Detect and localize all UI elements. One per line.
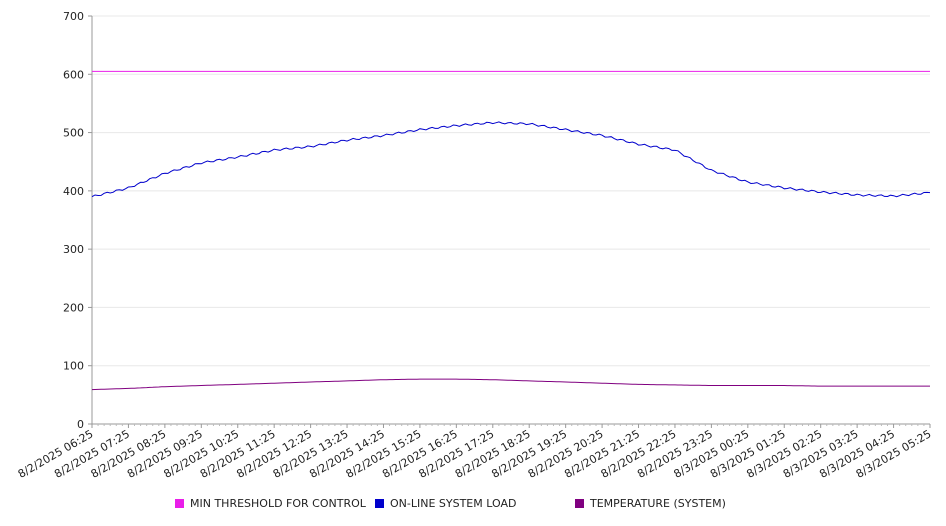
y-tick-label-600: 600 — [63, 68, 84, 81]
legend-item-temperature: TEMPERATURE (SYSTEM) — [575, 497, 726, 510]
legend-label-system-load: ON-LINE SYSTEM LOAD — [390, 497, 517, 510]
legend-swatch-system-load — [375, 499, 384, 508]
y-tick-label-200: 200 — [63, 301, 84, 314]
series-lines — [91, 70, 931, 391]
y-axis: 0 100 200 300 400 500 600 700 — [63, 10, 93, 431]
legend: MIN THRESHOLD FOR CONTROL ON-LINE SYSTEM… — [0, 497, 946, 515]
y-tick-label-500: 500 — [63, 127, 84, 140]
legend-label-temperature: TEMPERATURE (SYSTEM) — [590, 497, 726, 510]
legend-item-system-load: ON-LINE SYSTEM LOAD — [375, 497, 516, 510]
y-tick-label-400: 400 — [63, 185, 84, 198]
grid-lines — [92, 15, 930, 367]
legend-swatch-temperature — [575, 499, 584, 508]
series-line-system-load — [91, 121, 931, 198]
y-tick-label-300: 300 — [63, 243, 84, 256]
y-tick-label-100: 100 — [63, 360, 84, 373]
legend-item-min-threshold: MIN THRESHOLD FOR CONTROL — [175, 497, 366, 510]
legend-label-min-threshold: MIN THRESHOLD FOR CONTROL — [190, 497, 366, 510]
x-axis: 8/2/2025 06:258/2/2025 07:258/2/2025 08:… — [16, 423, 934, 481]
legend-swatch-min-threshold — [175, 499, 184, 508]
y-tick-label-700: 700 — [63, 10, 84, 23]
y-tick-label-0: 0 — [77, 418, 84, 431]
series-line-temperature — [91, 378, 930, 391]
